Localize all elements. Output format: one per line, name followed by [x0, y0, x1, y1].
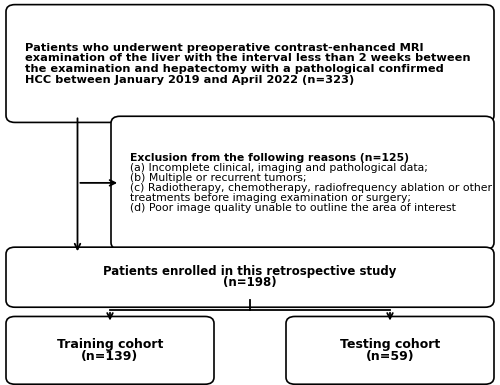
Text: examination of the liver with the interval less than 2 weeks between: examination of the liver with the interv… [25, 53, 470, 63]
FancyBboxPatch shape [6, 5, 494, 122]
FancyBboxPatch shape [286, 316, 494, 384]
FancyBboxPatch shape [111, 116, 494, 249]
Text: Patients who underwent preoperative contrast-enhanced MRI: Patients who underwent preoperative cont… [25, 42, 423, 52]
Text: the examination and hepatectomy with a pathological confirmed: the examination and hepatectomy with a p… [25, 64, 444, 74]
Text: Patients enrolled in this retrospective study: Patients enrolled in this retrospective … [104, 265, 397, 278]
Text: Exclusion from the following reasons (n=125): Exclusion from the following reasons (n=… [130, 152, 409, 162]
FancyBboxPatch shape [6, 247, 494, 307]
Text: Training cohort: Training cohort [57, 338, 163, 351]
Text: (a) Incomplete clinical, imaging and pathological data;: (a) Incomplete clinical, imaging and pat… [130, 163, 428, 172]
FancyBboxPatch shape [6, 316, 214, 384]
Text: (n=198): (n=198) [223, 276, 277, 289]
Text: (b) Multiple or recurrent tumors;: (b) Multiple or recurrent tumors; [130, 173, 306, 183]
Text: HCC between January 2019 and April 2022 (n=323): HCC between January 2019 and April 2022 … [25, 75, 354, 85]
Text: treatments before imaging examination or surgery;: treatments before imaging examination or… [130, 193, 411, 203]
Text: (n=139): (n=139) [82, 350, 138, 363]
Text: (c) Radiotherapy, chemotherapy, radiofrequency ablation or other: (c) Radiotherapy, chemotherapy, radiofre… [130, 183, 492, 193]
Text: (d) Poor image quality unable to outline the area of interest: (d) Poor image quality unable to outline… [130, 203, 456, 213]
Text: (n=59): (n=59) [366, 350, 414, 363]
Text: Testing cohort: Testing cohort [340, 338, 440, 351]
